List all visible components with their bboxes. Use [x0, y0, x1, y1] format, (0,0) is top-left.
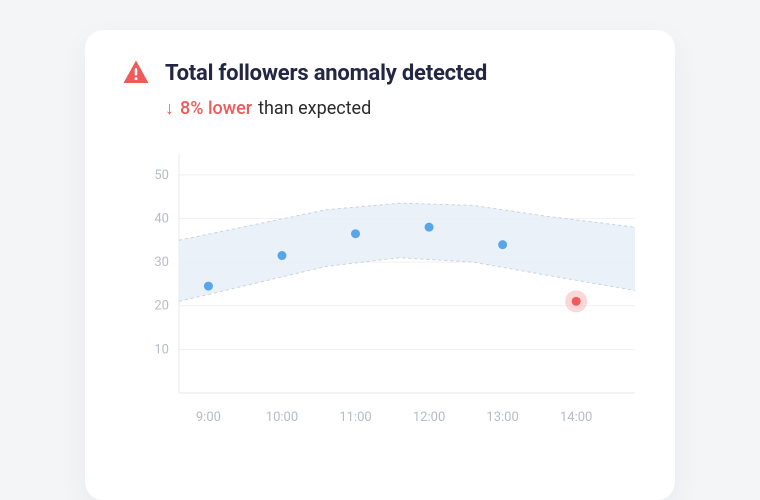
y-tick-label: 30	[154, 255, 169, 270]
y-tick-label: 40	[154, 211, 169, 226]
x-tick-label: 14:00	[560, 410, 592, 425]
data-point	[351, 229, 360, 238]
followers-chart: 10 20 30 40 50 9:00 10:00 11:00 12:00 13:00 14:00	[135, 153, 635, 453]
x-tick-label: 11:00	[339, 410, 371, 425]
chart-svg: 10 20 30 40 50 9:00 10:00 11:00 12:00 13:00 14:00	[135, 153, 635, 453]
x-tick-label: 10:00	[266, 410, 298, 425]
down-arrow-icon: ↓	[165, 100, 174, 118]
confidence-band	[179, 203, 635, 301]
anomaly-card: Total followers anomaly detected ↓ 8% lo…	[85, 30, 675, 500]
x-tick-label: 9:00	[196, 410, 221, 425]
anomaly-point	[572, 297, 581, 306]
y-tick-label: 10	[154, 342, 169, 357]
x-tick-label: 12:00	[413, 410, 445, 425]
data-point	[204, 282, 213, 291]
data-point	[425, 223, 434, 232]
y-tick-label: 50	[154, 168, 169, 183]
trend-value: 8% lower	[180, 98, 252, 119]
y-tick-label: 20	[154, 299, 169, 314]
data-point	[277, 251, 286, 260]
card-header: Total followers anomaly detected	[121, 58, 639, 88]
trend-rest: than expected	[258, 98, 371, 119]
alert-icon	[121, 58, 151, 88]
x-tick-label: 13:00	[486, 410, 518, 425]
card-subtitle: ↓ 8% lower than expected	[165, 98, 639, 119]
card-title: Total followers anomaly detected	[165, 61, 487, 86]
data-point	[498, 240, 507, 249]
